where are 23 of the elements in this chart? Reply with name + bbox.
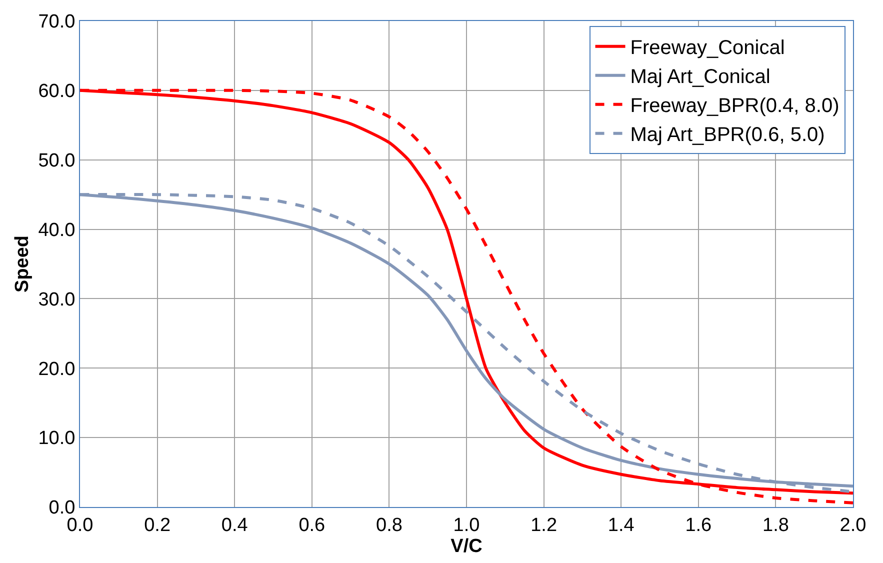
y-tick-label: 30.0 bbox=[38, 289, 76, 310]
x-axis-title: V/C bbox=[450, 536, 483, 557]
y-tick-label: 10.0 bbox=[38, 428, 76, 450]
x-tick-label: 0.4 bbox=[221, 514, 248, 536]
legend-label: Freeway_BPR(0.4, 8.0) bbox=[630, 95, 840, 118]
y-tick-label: 70.0 bbox=[38, 12, 76, 33]
x-tick-label: 1.8 bbox=[762, 514, 789, 536]
y-tick-label: 50.0 bbox=[38, 150, 76, 172]
legend-label: Maj Art_Conical bbox=[630, 66, 770, 88]
x-tick-label: 1.4 bbox=[608, 514, 635, 536]
y-tick-label: 40.0 bbox=[38, 220, 76, 241]
y-axis-title: Speed bbox=[12, 235, 34, 293]
x-tick-label: 0.2 bbox=[144, 514, 171, 536]
x-tick-label: 1.2 bbox=[530, 514, 558, 536]
x-tick-label: 1.0 bbox=[453, 514, 480, 536]
x-tick-label: 1.6 bbox=[685, 514, 712, 536]
y-tick-label: 60.0 bbox=[38, 81, 76, 102]
x-tick-label: 0.6 bbox=[298, 514, 326, 536]
y-tick-label: 20.0 bbox=[38, 358, 76, 380]
x-tick-label: 0.8 bbox=[376, 514, 402, 536]
legend-label: Maj Art_BPR(0.6, 5.0) bbox=[630, 124, 825, 146]
x-tick-label: 2.0 bbox=[840, 514, 866, 536]
legend-label: Freeway_Conical bbox=[630, 37, 785, 60]
